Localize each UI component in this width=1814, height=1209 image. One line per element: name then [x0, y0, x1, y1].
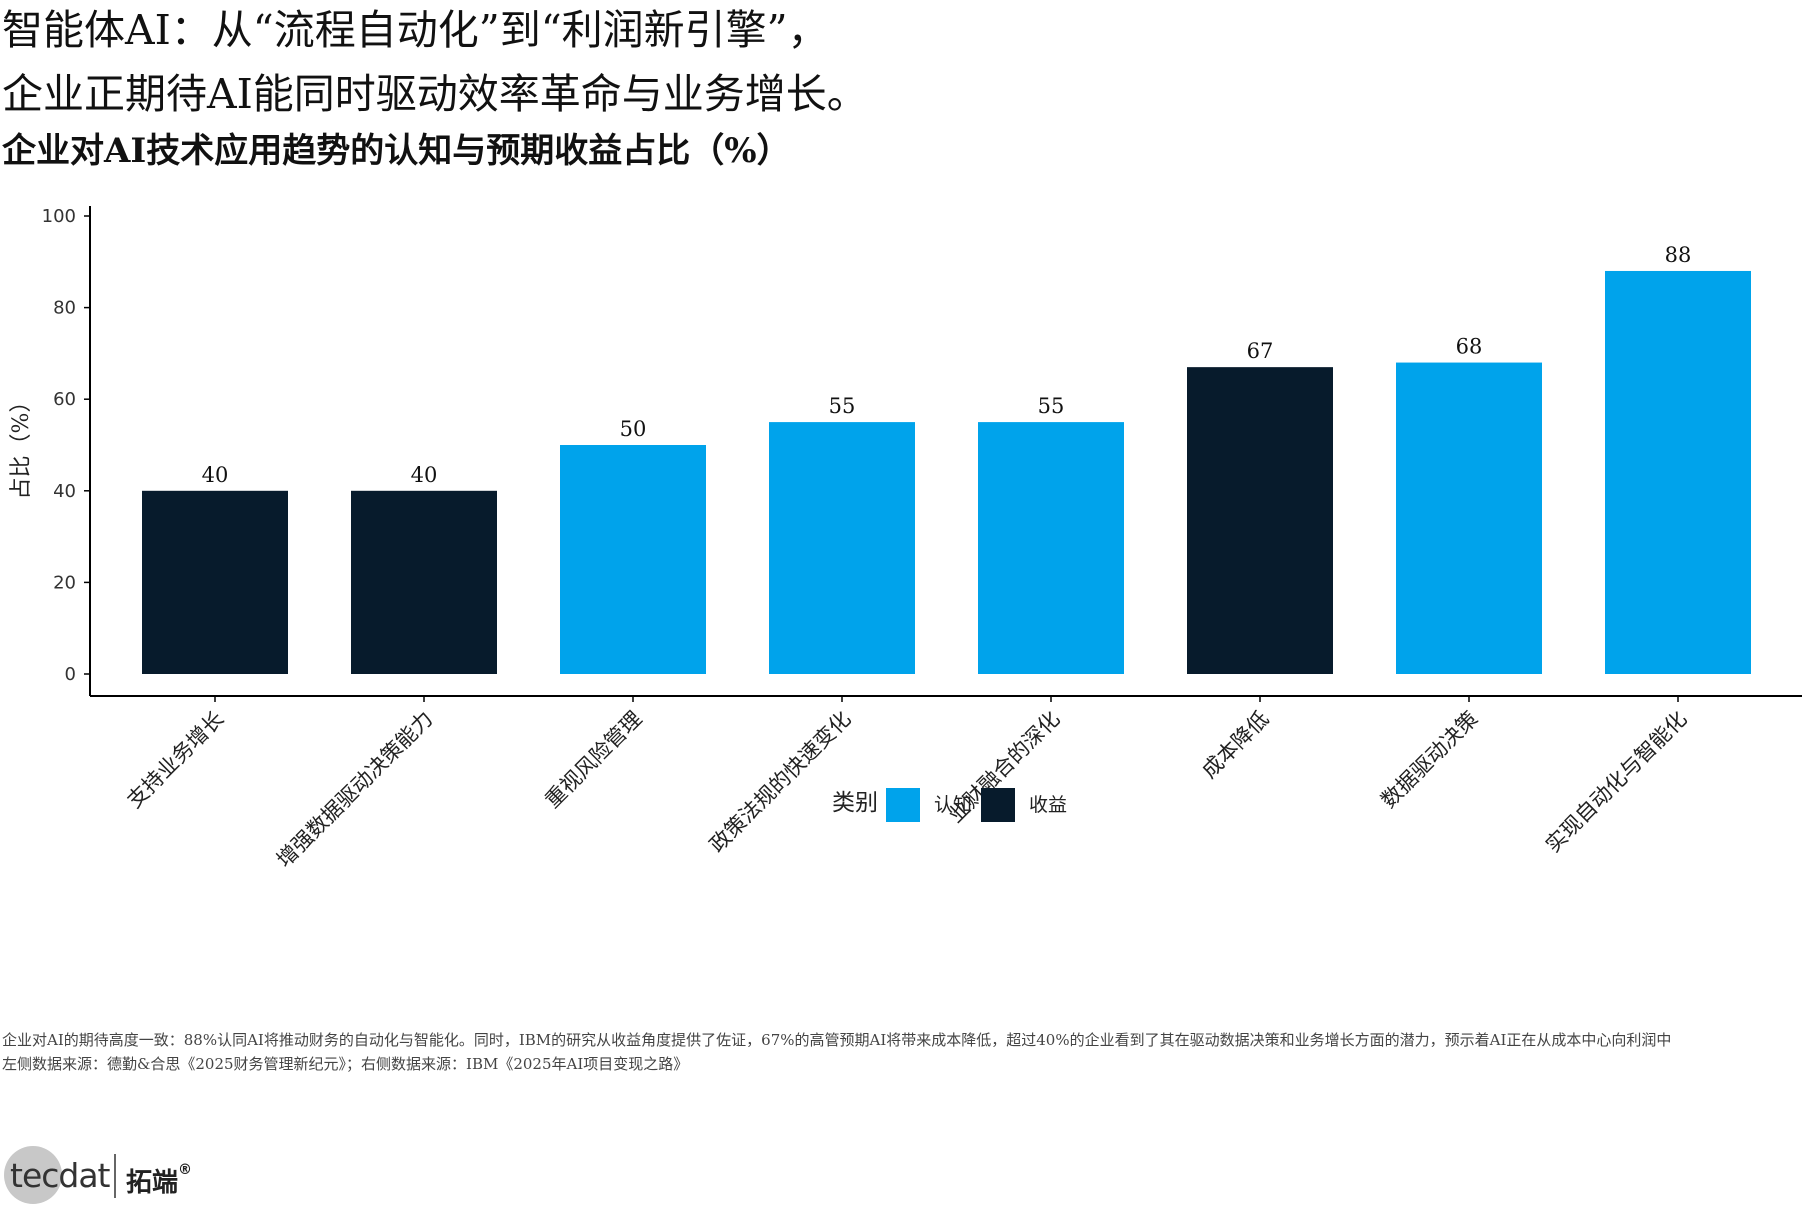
bar-value-label: 55 — [829, 394, 856, 418]
y-tick-label: 40 — [53, 481, 76, 502]
bar — [351, 490, 497, 674]
y-tick-label: 20 — [53, 572, 76, 593]
bar-value-label: 68 — [1456, 335, 1483, 359]
logo-separator — [114, 1154, 116, 1198]
x-tick-label: 政策法规的快速变化 — [705, 707, 856, 858]
bar-value-label: 55 — [1038, 394, 1065, 418]
y-tick-label: 0 — [65, 664, 76, 685]
logo-cn-text: 拓端 — [126, 1168, 179, 1198]
logo-text: tecdat — [10, 1156, 110, 1195]
bar — [1605, 270, 1751, 674]
x-tick-label: 数据驱动决策 — [1376, 707, 1482, 813]
legend-title: 类别 — [832, 790, 878, 816]
bar — [978, 422, 1124, 674]
bar-chart: 0 20 40 60 80 100 占比（%） 40 支持业务增长 40 增强数据驱动决策能力 50 重… — [9, 206, 1802, 872]
footnote-sources: 左侧数据来源：德勤&合思《2025财务管理新纪元》；右侧数据来源：IBM《202… — [2, 1055, 689, 1073]
headline-line-2: 企业正期待AI能同时驱动效率革命与业务增长。 — [2, 70, 868, 118]
x-tick-label: 支持业务增长 — [122, 707, 228, 813]
footnote-summary: 企业对AI的期待高度一致：88%认同AI将推动财务的自动化与智能化。同时，IBM… — [2, 1031, 1672, 1049]
bar-value-label: 50 — [620, 417, 647, 441]
registered-mark: ® — [178, 1162, 193, 1178]
bar — [142, 490, 288, 674]
bar — [1187, 367, 1333, 674]
y-tick-label: 80 — [53, 298, 76, 319]
bar-value-label: 88 — [1665, 243, 1692, 267]
y-tick-label: 60 — [53, 389, 76, 410]
legend-label: 认知 — [934, 794, 972, 816]
bar-value-label: 40 — [411, 463, 438, 487]
headline-line-1: 智能体AI：从“流程自动化”到“利润新引擎”， — [2, 6, 829, 54]
legend-label: 收益 — [1029, 794, 1067, 816]
legend-swatch — [886, 788, 920, 822]
legend-swatch — [981, 788, 1015, 822]
x-tick-label: 增强数据驱动决策能力 — [272, 707, 437, 872]
logo-cn: 拓端® — [126, 1162, 192, 1199]
x-tick-label: 实现自动化与智能化 — [1541, 707, 1692, 858]
bar-value-label: 40 — [202, 463, 229, 487]
y-tick-label: 100 — [42, 206, 76, 227]
tecdat-logo: tecdat 拓端® — [4, 1146, 224, 1208]
x-tick-label: 成本降低 — [1197, 707, 1273, 783]
bar — [769, 422, 915, 674]
bar — [560, 445, 706, 674]
bar — [1396, 362, 1542, 674]
chart-subtitle: 企业对AI技术应用趋势的认知与预期收益占比（%） — [2, 131, 791, 171]
y-axis-label: 占比（%） — [9, 391, 34, 500]
logo-circle — [4, 1146, 62, 1204]
x-tick-label: 重视风险管理 — [540, 707, 646, 813]
bar-value-label: 67 — [1247, 339, 1274, 363]
